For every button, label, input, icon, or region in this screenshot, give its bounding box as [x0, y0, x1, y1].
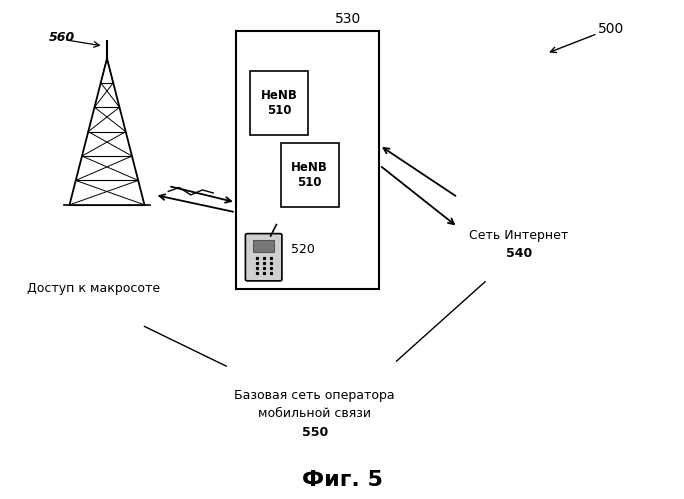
- Text: Фиг. 5: Фиг. 5: [302, 470, 382, 490]
- Text: 560: 560: [49, 31, 75, 44]
- Text: мобильной связи: мобильной связи: [259, 407, 371, 420]
- Text: 550: 550: [302, 426, 328, 439]
- Text: HeNB
510: HeNB 510: [291, 161, 328, 189]
- Text: Базовая сеть оператора: Базовая сеть оператора: [235, 389, 395, 402]
- FancyBboxPatch shape: [253, 240, 274, 252]
- Text: Сеть Интернет: Сеть Интернет: [469, 230, 568, 243]
- Text: Доступ к макросоте: Доступ к макросоте: [27, 282, 160, 295]
- FancyBboxPatch shape: [250, 71, 308, 135]
- FancyBboxPatch shape: [246, 234, 282, 281]
- Text: 540: 540: [506, 248, 532, 260]
- Text: 500: 500: [598, 21, 624, 36]
- FancyBboxPatch shape: [237, 31, 380, 289]
- Text: 520: 520: [291, 243, 315, 256]
- Text: HeNB
510: HeNB 510: [261, 89, 298, 117]
- FancyBboxPatch shape: [280, 143, 339, 207]
- Text: 530: 530: [335, 12, 361, 26]
